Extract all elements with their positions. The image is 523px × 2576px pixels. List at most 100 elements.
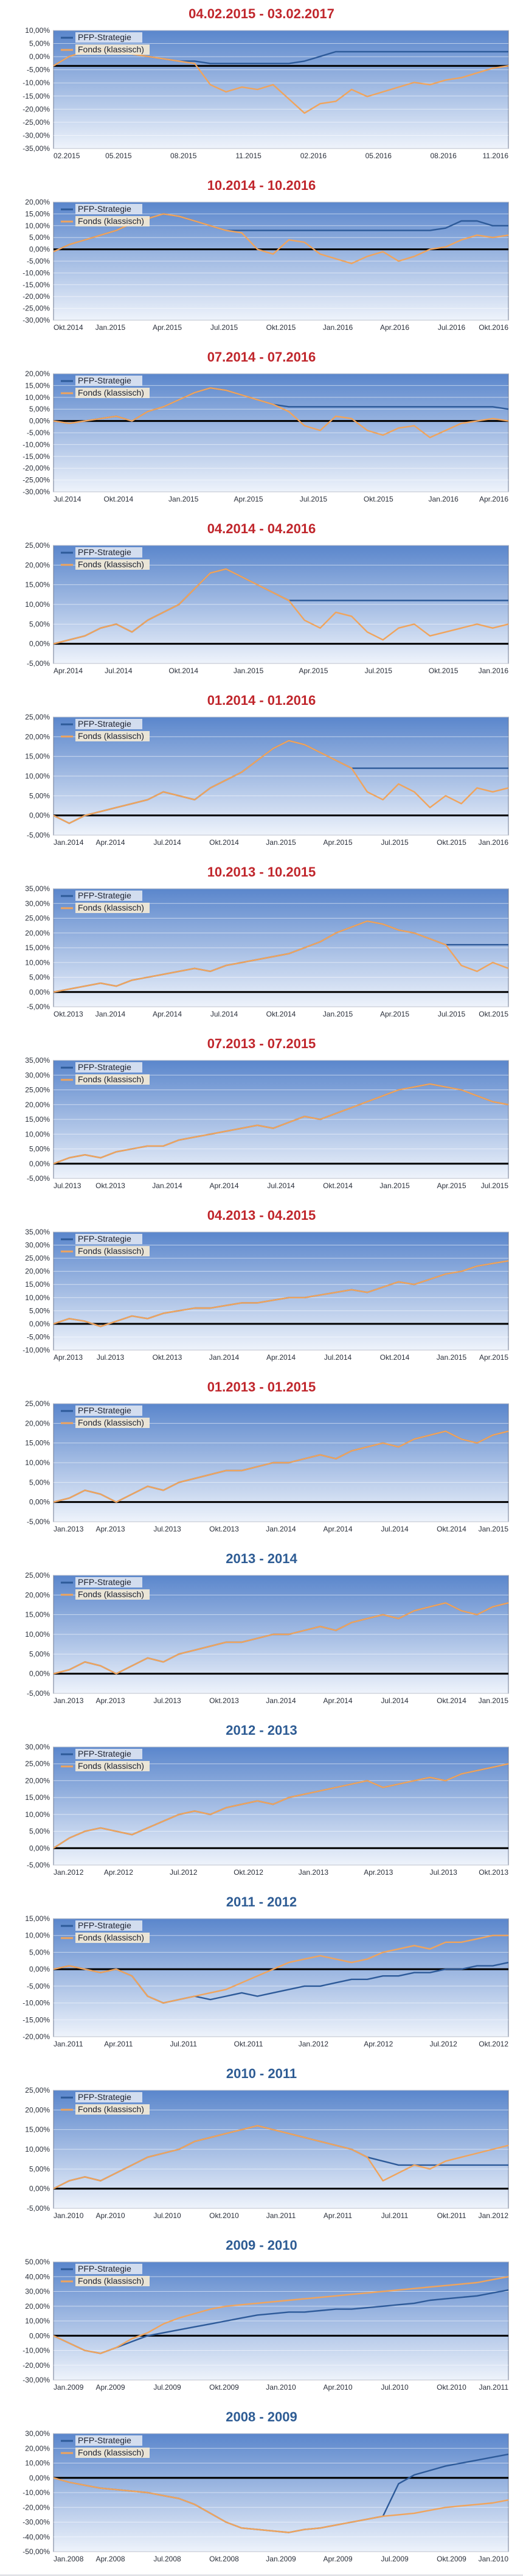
x-tick-label: Okt.2011 — [437, 2211, 466, 2220]
x-tick-label: Apr.2014 — [323, 1525, 352, 1533]
legend-label-background — [75, 1246, 150, 1256]
line-chart: -20,00% -15,00% -10,00% -5,00% 0,00% 5,00% 10,… — [23, 1914, 509, 2048]
x-tick-label: Jan.2011 — [479, 2383, 509, 2392]
x-tick-label: Okt.2013 — [479, 1868, 508, 1877]
legend-label-fund: Fonds (klassisch) — [78, 559, 144, 569]
y-tick-label: 25,00% — [25, 1254, 50, 1262]
chart-title: 04.02.2015 - 03.02.2017 — [189, 6, 334, 21]
y-tick-label: -5,00% — [27, 1689, 50, 1698]
legend-label-fund: Fonds (klassisch) — [78, 44, 144, 54]
line-chart: -10,00% -5,00% 0,00% 5,00% 10,00% 15,00% 20,00… — [23, 1228, 509, 1362]
x-tick-label: Okt.2014 — [266, 1010, 296, 1018]
legend-label-background — [75, 204, 142, 214]
y-tick-label: -15,00% — [23, 281, 50, 289]
y-tick-label: 10,00% — [25, 1931, 50, 1940]
y-tick-label: -20,00% — [23, 292, 50, 301]
x-tick-label: Okt.2011 — [234, 2040, 263, 2048]
x-tick-label: Apr.2015 — [380, 1010, 409, 1018]
x-tick-label: Jan.2010 — [54, 2211, 84, 2220]
x-tick-label: Apr.2012 — [104, 1868, 133, 1877]
y-tick-label: 0,00% — [29, 1670, 50, 1678]
y-tick-label: -20,00% — [23, 2032, 50, 2041]
x-tick-label: Okt.2015 — [429, 667, 459, 675]
y-tick-label: -10,00% — [23, 2347, 50, 2355]
x-tick-label: Apr.2009 — [95, 2383, 125, 2392]
line-chart: -5,00% 0,00% 5,00% 10,00% 15,00% 20,00% 25,00%… — [25, 1399, 509, 1533]
line-chart: -35,00% -30,00% -25,00% -20,00% -15,00% -10,0… — [23, 26, 509, 160]
x-tick-label: Jan.2014 — [95, 1010, 126, 1018]
chart-panel: 10.2014 - 10.2016 -30,00% -25,00% -20,00% -1… — [0, 172, 523, 344]
line-chart: -30,00% -25,00% -20,00% -15,00% -10,00% -5,00… — [23, 198, 509, 332]
y-tick-label: 0,00% — [29, 1320, 50, 1328]
x-tick-label: Apr.2015 — [323, 838, 352, 847]
x-tick-label: Okt.2015 — [266, 323, 296, 332]
chart-title: 10.2014 - 10.2016 — [207, 178, 316, 193]
x-tick-label: Okt.2013 — [54, 1010, 83, 1018]
y-tick-label: 30,00% — [25, 2287, 50, 2296]
legend-label-fund: Fonds (klassisch) — [78, 1589, 144, 1599]
series-line-fund — [53, 1083, 509, 1164]
x-tick-label: Okt.2014 — [437, 1525, 466, 1533]
legend-label-strategy: PFP-Strategie — [78, 1234, 131, 1244]
legend-label-background — [75, 1062, 142, 1073]
x-tick-label: 05.2016 — [365, 152, 392, 160]
y-tick-label: 20,00% — [25, 2105, 50, 2114]
line-chart: -30,00% -25,00% -20,00% -15,00% -10,00% -5,00… — [23, 369, 509, 503]
chart-panel: 07.2013 - 07.2015 -5,00% 0,00% 5,00% 10,00% 1… — [0, 1030, 523, 1202]
x-tick-label: Jul.2013 — [153, 1525, 181, 1533]
legend-label-strategy: PFP-Strategie — [78, 2092, 131, 2102]
x-tick-label: Jan.2015 — [379, 1181, 410, 1190]
x-tick-label: Jul.2011 — [170, 2040, 197, 2048]
x-tick-label: Jan.2016 — [479, 667, 509, 675]
legend-label-strategy: PFP-Strategie — [78, 204, 131, 214]
x-tick-label: Jan.2010 — [479, 2555, 509, 2563]
legend-label-strategy: PFP-Strategie — [78, 547, 131, 557]
legend-label-fund: Fonds (klassisch) — [78, 2104, 144, 2114]
y-tick-label: 15,00% — [25, 1115, 50, 1124]
y-tick-label: -5,00% — [27, 1861, 50, 1869]
x-tick-label: Jul.2010 — [153, 2211, 181, 2220]
y-tick-label: 25,00% — [25, 713, 50, 721]
x-tick-label: Apr.2015 — [479, 1353, 508, 1362]
y-tick-label: 20,00% — [25, 1591, 50, 1599]
y-tick-label: 15,00% — [25, 1439, 50, 1447]
legend-label-fund: Fonds (klassisch) — [78, 1418, 144, 1427]
x-tick-label: Jul.2015 — [365, 667, 393, 675]
chart-title: 2009 - 2010 — [226, 2238, 297, 2253]
y-tick-label: -15,00% — [23, 452, 50, 461]
x-tick-label: Jul.2015 — [300, 495, 328, 503]
y-tick-label: 15,00% — [25, 581, 50, 589]
y-tick-label: 15,00% — [25, 209, 50, 218]
series-line-fund — [53, 740, 509, 824]
y-tick-label: 0,00% — [29, 245, 50, 254]
y-tick-label: -10,00% — [23, 440, 50, 449]
line-chart: -5,00% 0,00% 5,00% 10,00% 15,00% 20,00% 25,00%… — [25, 1056, 509, 1190]
series-line-fund — [53, 1602, 509, 1675]
series-line-fund — [53, 387, 509, 439]
x-tick-label: 05.2015 — [105, 152, 132, 160]
chart-panel: 2012 - 2013 -5,00% 0,00% 5,00% 10,00% 15,00% 2… — [0, 1717, 523, 1889]
y-tick-label: 30,00% — [25, 899, 50, 908]
series-line-fund — [53, 1260, 509, 1328]
chart-panel: 2008 - 2009 -50,00% -40,00% -30,00% -20,00% -… — [0, 2403, 523, 2575]
y-tick-label: -5,00% — [27, 2204, 50, 2213]
series-line-fund — [53, 2477, 509, 2533]
x-tick-label: Apr.2010 — [323, 2383, 352, 2392]
x-tick-label: Apr.2015 — [299, 667, 328, 675]
y-tick-label: 15,00% — [25, 1611, 50, 1619]
legend-label-background — [75, 1749, 142, 1759]
x-tick-label: Apr.2015 — [153, 323, 182, 332]
y-tick-label: 0,00% — [29, 52, 50, 61]
legend-label-background — [75, 903, 150, 913]
y-tick-label: 0,00% — [29, 988, 50, 996]
chart-panel: 07.2014 - 07.2016 -30,00% -25,00% -20,00% -1… — [0, 343, 523, 516]
y-tick-label: 10,00% — [25, 1458, 50, 1467]
chart-panel: 04.02.2015 - 03.02.2017 -35,00% -30,00% -25… — [0, 0, 523, 172]
chart-title: 04.2013 - 04.2015 — [207, 1208, 316, 1223]
x-tick-label: Jan.2015 — [95, 323, 126, 332]
x-tick-label: Apr.2014 — [209, 1181, 238, 1190]
y-tick-label: 0,00% — [29, 640, 50, 648]
legend-label-fund: Fonds (klassisch) — [78, 731, 144, 741]
x-tick-label: Okt.2010 — [209, 2211, 239, 2220]
legend-label-background — [75, 216, 150, 226]
